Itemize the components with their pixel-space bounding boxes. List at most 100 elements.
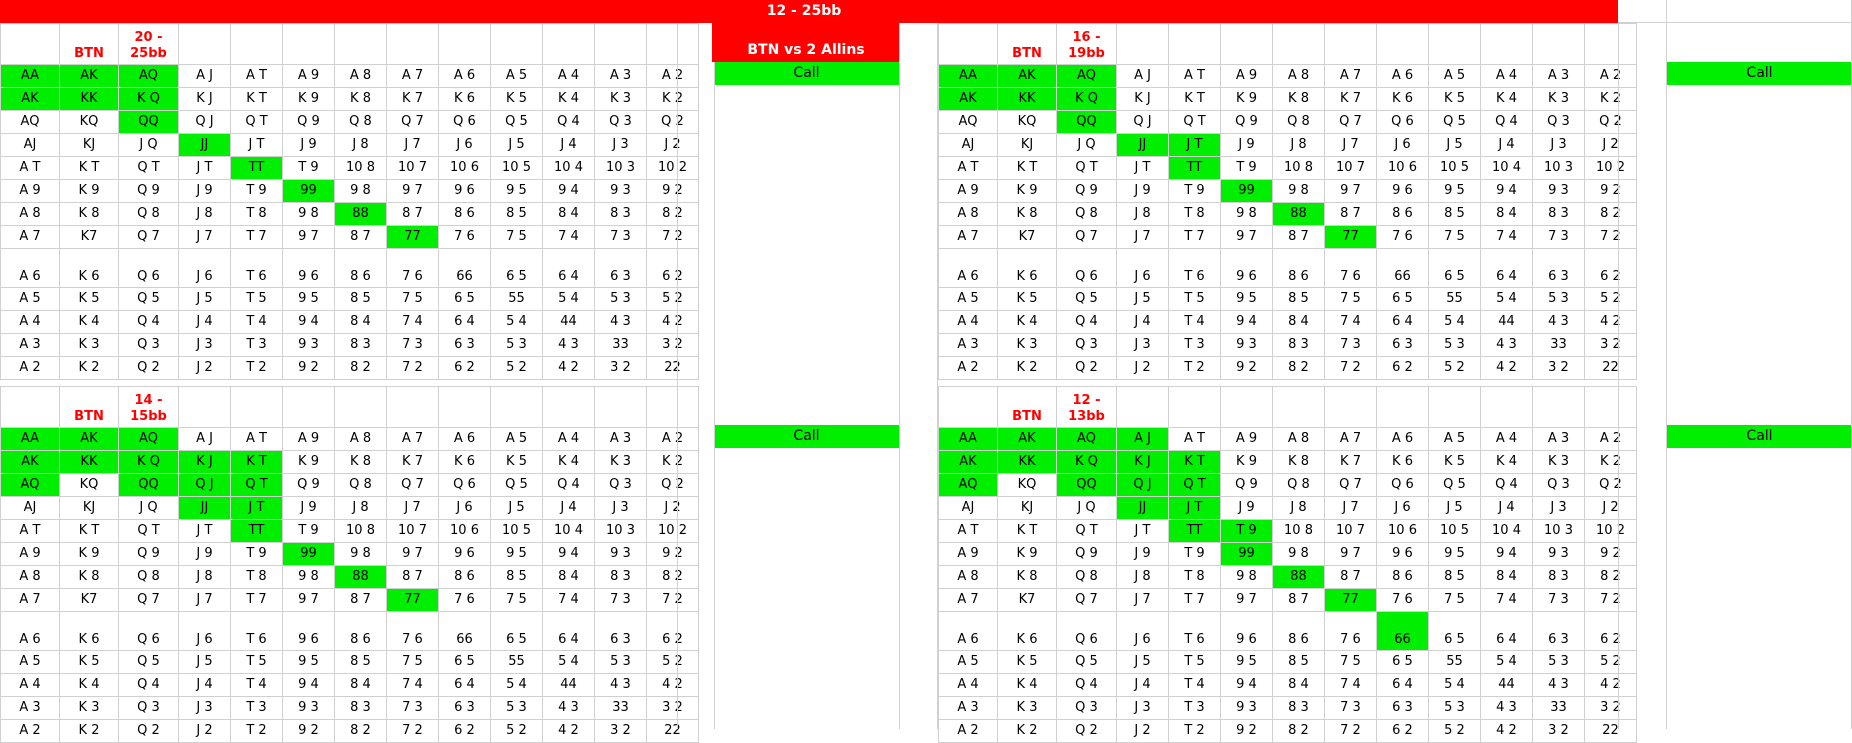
hand-cell: Q 8 [118,202,179,226]
hand-cell: 6 3 [1532,248,1585,288]
hand-cell: 5 3 [490,696,543,720]
hand-cell: 5 2 [1584,650,1637,674]
hand-cell: 7 6 [386,248,439,288]
call-legend: Call [714,425,899,448]
hand-cell: K T [59,156,119,180]
hand-cell: 9 3 [594,179,647,203]
hand-cell: 8 3 [594,565,647,589]
hand-cell: 9 6 [1376,179,1429,203]
hand-cell: J 3 [594,496,647,520]
hand-cell: 10 2 [646,156,699,180]
hand-cell: AK [59,64,119,88]
empty-cell [178,23,231,65]
hand-cell: K Q [118,450,179,474]
hand-cell: 9 2 [646,179,699,203]
hand-cell: AK [938,450,998,474]
hand-cell: A 7 [0,588,60,612]
hand-cell: K 9 [997,179,1057,203]
hand-cell: J Q [1056,133,1117,157]
hand-cell: JJ [178,133,231,157]
hand-cell: 10 7 [1324,156,1377,180]
hand-cell: 22 [646,356,699,380]
hand-cell: 6 2 [646,248,699,288]
hand-cell: A 5 [0,650,60,674]
hand-cell: 3 2 [1532,356,1585,380]
hand-cell: Q 9 [1220,110,1273,134]
hand-cell: K 4 [542,450,595,474]
hand-label: 6 3 [1548,269,1569,284]
hand-cell: 4 3 [594,310,647,334]
hand-cell: Q 6 [438,473,491,497]
hand-cell: Q 7 [386,110,439,134]
hand-cell: K 8 [997,565,1057,589]
hand-cell: AK [0,87,60,111]
hand-cell: 7 5 [1428,225,1481,249]
hand-cell: Q 8 [1272,473,1325,497]
hand-label: Q 6 [137,632,160,647]
hand-cell: J 3 [1116,333,1169,357]
page-title: 12 - 25bb [766,3,842,19]
header-bar [0,0,1618,23]
hand-cell: A T [0,519,60,543]
hand-label: A 6 [957,269,979,284]
hand-cell: J 2 [1584,496,1637,520]
hand-label: J 6 [1134,269,1151,284]
hand-cell: 8 3 [1532,202,1585,226]
hand-cell: K 4 [1480,450,1533,474]
hand-cell: 8 5 [490,565,543,589]
hand-cell: Q 6 [438,110,491,134]
hand-cell: 5 2 [1428,356,1481,380]
hand-cell: AQ [938,473,998,497]
hand-cell: K 5 [997,650,1057,674]
hand-cell: 10 8 [334,519,387,543]
hand-cell: AQ [0,110,60,134]
hand-cell: A 2 [646,64,699,88]
hand-cell: 33 [1532,333,1585,357]
hand-cell: 10 4 [1480,156,1533,180]
table-row: A 6 K 6 Q 6 J 6 T 6 9 6 8 6 7 6 66 6 5 6 4 6 3 6 2 [938,248,1637,288]
hand-cell: J 2 [1584,133,1637,157]
hand-cell: K 6 [59,248,119,288]
hand-cell: J 9 [178,179,231,203]
hand-label: 9 6 [1236,269,1257,284]
hand-cell: 4 2 [646,673,699,697]
hand-cell: 8 7 [1324,565,1377,589]
hand-cell: 33 [594,696,647,720]
hand-cell: J 5 [1116,287,1169,311]
hand-cell: 5 2 [646,287,699,311]
hand-label: 8 6 [350,632,371,647]
hand-cell: KJ [59,496,119,520]
hand-cell: T 7 [1168,588,1221,612]
hand-cell: 6 3 [438,696,491,720]
hand-label: Q 6 [1075,269,1098,284]
hand-cell: 22 [1584,719,1637,743]
hand-cell: 10 6 [438,519,491,543]
header-empty-cell [1618,0,1852,23]
hand-cell: Q T [1056,519,1117,543]
hand-label: 6 4 [1496,269,1517,284]
hand-cell: 6 3 [594,248,647,288]
hand-cell: 8 3 [594,202,647,226]
empty-cell [646,386,699,428]
hand-cell: K 8 [1272,87,1325,111]
hand-cell: 9 4 [542,179,595,203]
hand-cell: A 4 [542,64,595,88]
hand-cell: 9 7 [386,542,439,566]
hand-cell: J 8 [1272,496,1325,520]
empty-cell [1116,386,1169,428]
hand-cell: 10 2 [1584,156,1637,180]
hand-label: 8 6 [350,269,371,284]
hand-cell: 9 5 [282,650,335,674]
hand-cell: J 6 [1376,133,1429,157]
header-divider [1666,0,1667,23]
hand-cell: Q J [1116,110,1169,134]
hand-label: 6 3 [1548,632,1569,647]
grid-line [677,23,678,729]
hand-cell: T 6 [1168,611,1221,651]
hand-cell: KK [59,450,119,474]
